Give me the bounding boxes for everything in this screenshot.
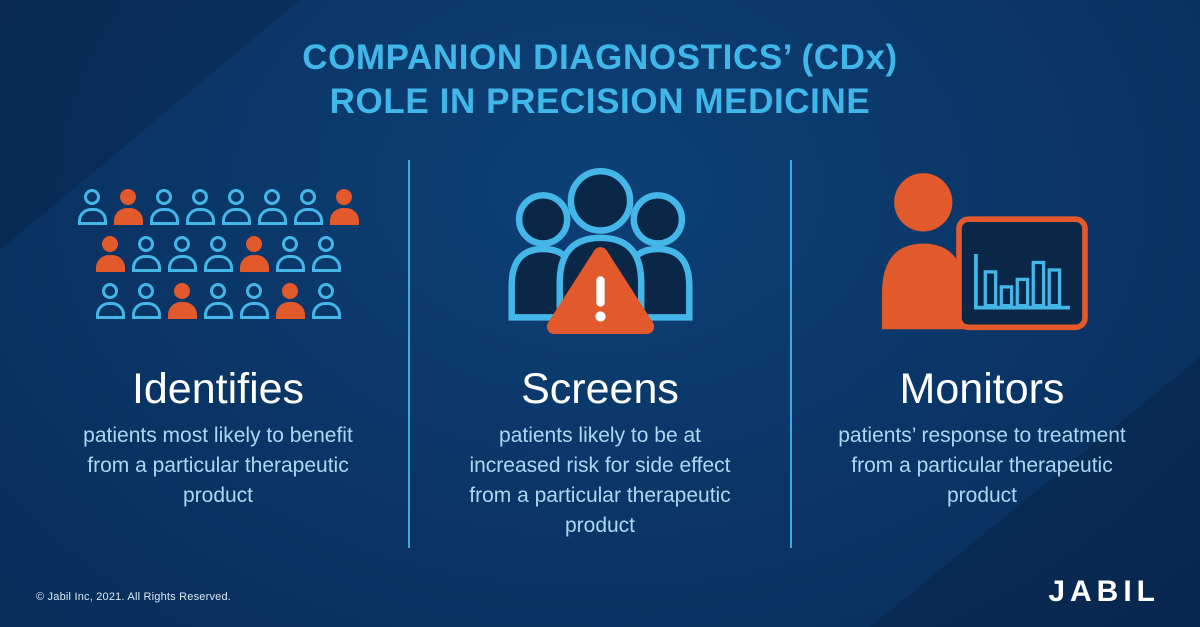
page-title: COMPANION DIAGNOSTICS’ (CDx) ROLE IN PRE… [0, 0, 1200, 124]
person-icon [257, 189, 288, 226]
columns-container: Identifies patients most likely to benef… [0, 156, 1200, 549]
warning-group-icon [507, 167, 693, 334]
monitors-heading: Monitors [899, 365, 1065, 414]
person-icon [203, 236, 234, 273]
jabil-logo: JABIL [1048, 575, 1160, 608]
person-icon [149, 189, 180, 226]
person-icon [239, 283, 270, 320]
warning-triangle-icon [546, 246, 654, 334]
person-icon [293, 189, 324, 226]
monitor-chart-bars [983, 261, 1061, 308]
person-icon [95, 283, 126, 320]
person-icon [185, 189, 216, 226]
person-icon [329, 189, 360, 226]
monitor-person-icon [881, 173, 1088, 331]
person-icon [167, 236, 198, 273]
person-icon [239, 236, 270, 273]
crowd-icon [77, 189, 360, 320]
person-icon [131, 236, 162, 273]
divider-left [408, 160, 410, 549]
person-icon [77, 189, 108, 226]
person-icon [275, 283, 306, 320]
person-icon [275, 236, 306, 273]
column-monitors: Monitors patients’ response to treatment… [792, 156, 1172, 548]
person-icon [221, 189, 252, 226]
identifies-icon-area [77, 156, 360, 352]
column-screens: Screens patients likely to be at increas… [410, 156, 790, 548]
column-identifies: Identifies patients most likely to benef… [28, 156, 408, 548]
person-icon [311, 283, 342, 320]
monitor-screen [955, 216, 1088, 331]
crowd-row [77, 236, 360, 273]
page-title-line1: COMPANION DIAGNOSTICS’ (CDx) [302, 38, 898, 77]
screens-icon-area [488, 156, 713, 352]
person-icon [131, 283, 162, 320]
person-icon [311, 236, 342, 273]
monitors-description: patients’ response to treatment from a p… [838, 424, 1126, 507]
person-icon [113, 189, 144, 226]
monitors-icon-area [865, 156, 1100, 352]
crowd-row [77, 283, 360, 320]
person-orange-icon [881, 173, 965, 330]
person-icon [167, 283, 198, 320]
copyright-text: © Jabil Inc, 2021. All Rights Reserved. [36, 591, 232, 603]
divider-right [790, 160, 792, 549]
identifies-description: patients most likely to benefit from a p… [83, 424, 353, 507]
page-title-line2: ROLE IN PRECISION MEDICINE [329, 82, 871, 122]
screens-description: patients likely to be at increased risk … [469, 424, 731, 537]
exclamation-dot [594, 311, 606, 322]
crowd-row [77, 189, 360, 226]
identifies-heading: Identifies [131, 365, 305, 414]
screens-heading: Screens [521, 365, 679, 414]
person-icon [95, 236, 126, 273]
bar-chart-axes [973, 254, 1070, 310]
person-icon [203, 283, 234, 320]
